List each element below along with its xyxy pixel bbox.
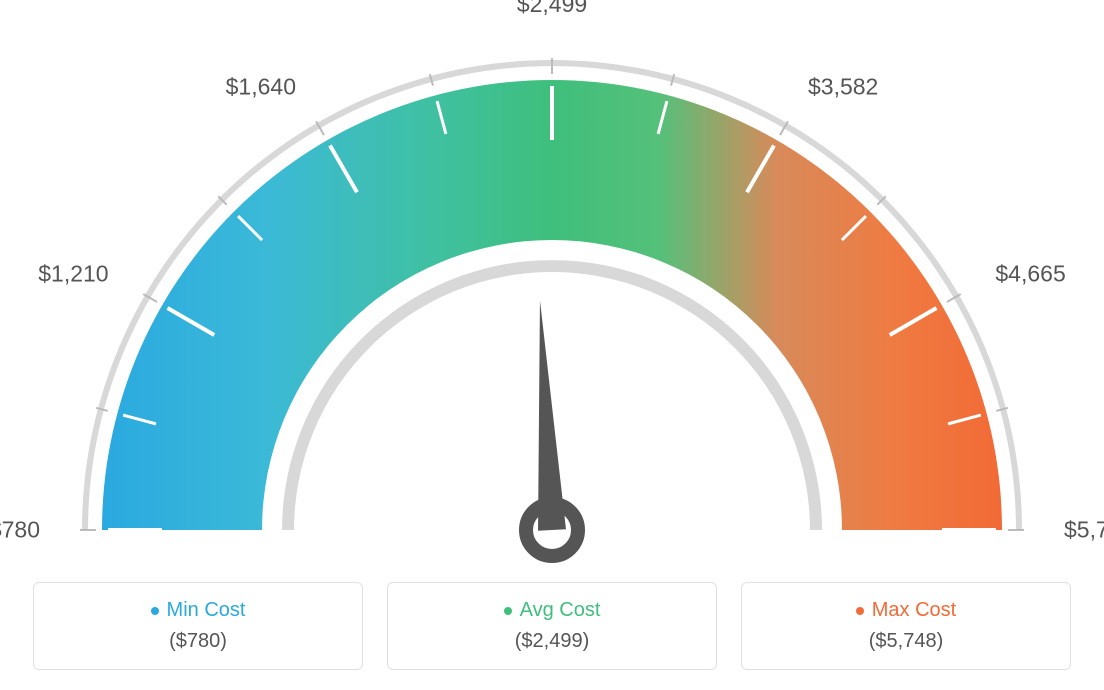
avg-cost-label: Avg Cost bbox=[520, 599, 601, 622]
avg-cost-card: Avg Cost ($2,499) bbox=[387, 582, 717, 670]
avg-dot-icon bbox=[504, 607, 512, 615]
gauge-tick-label: $1,210 bbox=[38, 261, 108, 288]
avg-cost-title: Avg Cost bbox=[504, 599, 601, 622]
min-cost-title: Min Cost bbox=[151, 599, 246, 622]
max-cost-card: Max Cost ($5,748) bbox=[741, 582, 1071, 670]
gauge-tick-label: $780 bbox=[0, 517, 40, 544]
gauge-tick-label: $5,748 bbox=[1064, 517, 1104, 544]
min-cost-value: ($780) bbox=[169, 630, 227, 653]
gauge-tick-label: $2,499 bbox=[517, 0, 587, 18]
gauge-chart: $780$1,210$1,640$2,499$3,582$4,665$5,748 bbox=[0, 25, 1104, 585]
min-cost-card: Min Cost ($780) bbox=[33, 582, 363, 670]
min-dot-icon bbox=[151, 607, 159, 615]
avg-cost-value: ($2,499) bbox=[515, 630, 590, 653]
gauge-svg bbox=[0, 25, 1104, 585]
max-cost-label: Max Cost bbox=[872, 599, 956, 622]
gauge-tick-label: $3,582 bbox=[808, 73, 878, 100]
max-cost-value: ($5,748) bbox=[869, 630, 944, 653]
gauge-tick-label: $4,665 bbox=[995, 261, 1065, 288]
gauge-tick-label: $1,640 bbox=[226, 73, 296, 100]
max-dot-icon bbox=[856, 607, 864, 615]
min-cost-label: Min Cost bbox=[167, 599, 246, 622]
summary-row: Min Cost ($780) Avg Cost ($2,499) Max Co… bbox=[0, 582, 1104, 670]
max-cost-title: Max Cost bbox=[856, 599, 956, 622]
